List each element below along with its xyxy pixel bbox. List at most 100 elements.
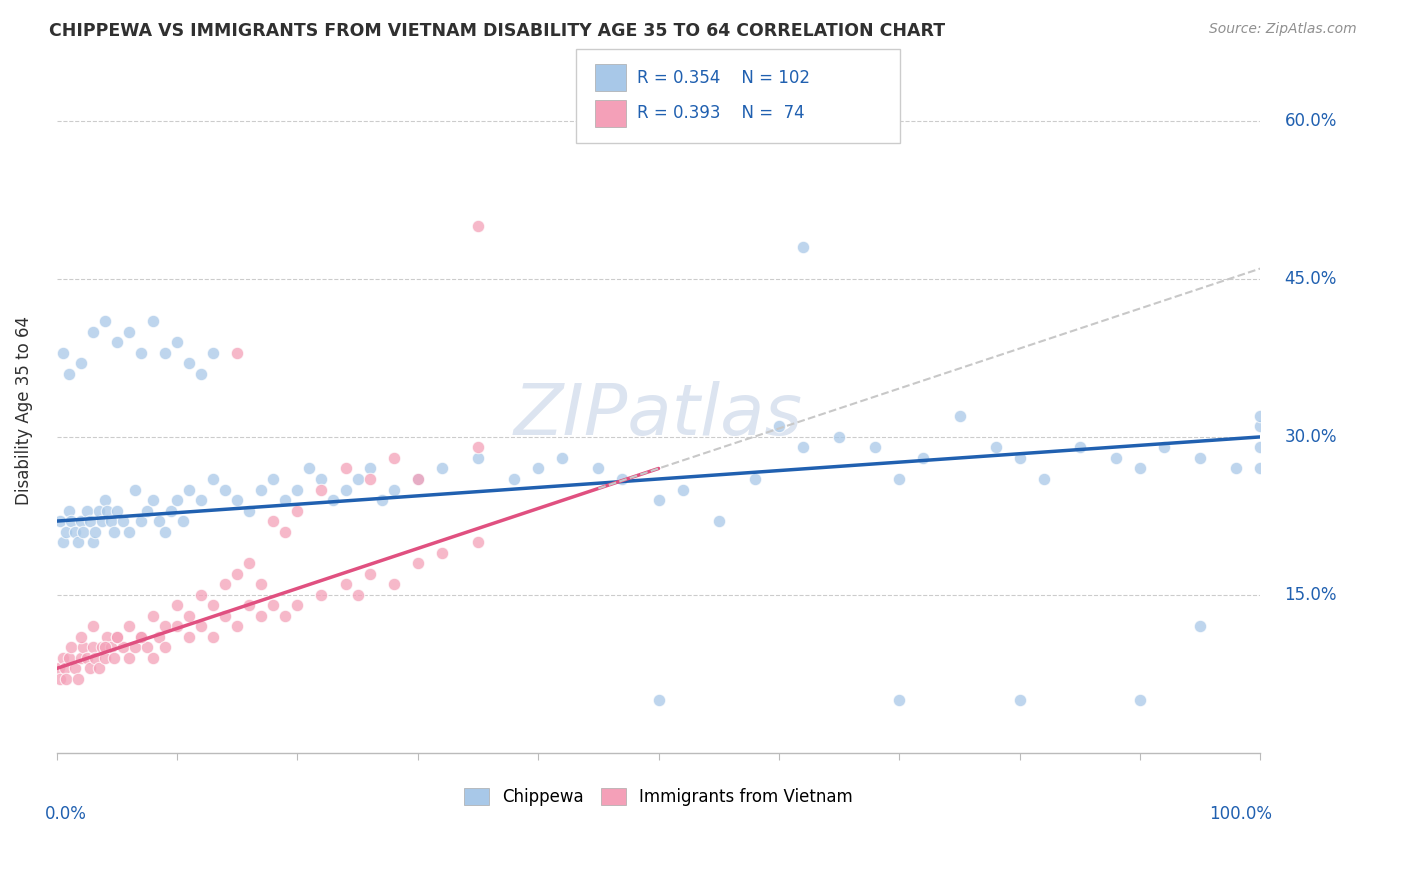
Point <box>1249 461 1271 475</box>
Point <box>82 640 104 655</box>
Point <box>91 640 114 655</box>
Point <box>370 493 392 508</box>
Point <box>129 514 152 528</box>
Point <box>346 472 368 486</box>
Point <box>105 630 128 644</box>
Point <box>148 630 170 644</box>
Point <box>91 514 114 528</box>
Point <box>49 514 72 528</box>
Point <box>153 524 176 539</box>
Point <box>118 325 141 339</box>
Point <box>647 493 669 508</box>
Point <box>55 524 77 539</box>
Point <box>111 514 134 528</box>
Point <box>262 472 284 486</box>
Point <box>190 588 212 602</box>
Point <box>55 672 77 686</box>
Point <box>202 630 225 644</box>
Point <box>142 651 165 665</box>
Point <box>984 441 1007 455</box>
Point <box>202 345 225 359</box>
Point <box>69 651 91 665</box>
Point <box>94 493 117 508</box>
Point <box>274 608 297 623</box>
Legend: Chippewa, Immigrants from Vietnam: Chippewa, Immigrants from Vietnam <box>457 781 859 813</box>
Point <box>94 651 117 665</box>
Point <box>1008 450 1031 465</box>
Point <box>889 693 911 707</box>
Point <box>202 599 225 613</box>
Point <box>707 514 730 528</box>
Text: 15.0%: 15.0% <box>1285 586 1337 604</box>
Point <box>166 619 188 633</box>
Point <box>262 514 284 528</box>
Point <box>177 608 200 623</box>
Point <box>346 588 368 602</box>
Point <box>214 577 236 591</box>
Point <box>1129 461 1152 475</box>
Point <box>48 661 70 675</box>
Point <box>148 514 170 528</box>
Text: R = 0.354    N = 102: R = 0.354 N = 102 <box>637 69 810 87</box>
Point <box>94 640 117 655</box>
Point <box>135 640 157 655</box>
Point <box>129 630 152 644</box>
Point <box>744 472 766 486</box>
Point <box>1032 472 1054 486</box>
Point <box>1069 441 1091 455</box>
Point <box>238 556 260 570</box>
Point <box>202 472 225 486</box>
Point <box>311 588 333 602</box>
Point <box>406 556 429 570</box>
Point <box>527 461 550 475</box>
Point <box>238 503 260 517</box>
Point <box>274 493 297 508</box>
Point <box>100 640 122 655</box>
Point <box>287 503 309 517</box>
Point <box>96 630 118 644</box>
Point <box>76 651 98 665</box>
Text: 45.0%: 45.0% <box>1285 270 1337 288</box>
Point <box>226 345 249 359</box>
Point <box>382 483 405 497</box>
Y-axis label: Disability Age 35 to 64: Disability Age 35 to 64 <box>15 316 32 505</box>
Point <box>96 503 118 517</box>
Point <box>58 503 80 517</box>
Point <box>63 661 86 675</box>
Point <box>672 483 695 497</box>
Point <box>63 524 86 539</box>
Point <box>84 651 107 665</box>
Point <box>262 599 284 613</box>
Point <box>828 430 851 444</box>
Point <box>406 472 429 486</box>
Point <box>359 472 381 486</box>
Text: ZIPatlas: ZIPatlas <box>515 382 803 450</box>
Point <box>551 450 574 465</box>
Point <box>82 619 104 633</box>
Point <box>67 672 90 686</box>
Text: R = 0.393    N =  74: R = 0.393 N = 74 <box>637 104 804 122</box>
Point <box>82 325 104 339</box>
Point <box>335 483 357 497</box>
Text: 30.0%: 30.0% <box>1285 428 1337 446</box>
Point <box>94 314 117 328</box>
Point <box>87 661 110 675</box>
Point <box>79 661 101 675</box>
Point <box>238 599 260 613</box>
Point <box>467 219 489 234</box>
Point <box>214 608 236 623</box>
Point <box>52 651 75 665</box>
Point <box>792 441 814 455</box>
Point <box>105 335 128 350</box>
Point <box>69 630 91 644</box>
Point <box>124 640 146 655</box>
Point <box>1153 441 1175 455</box>
Point <box>863 441 886 455</box>
Point <box>647 693 669 707</box>
Point <box>226 619 249 633</box>
Point <box>84 524 107 539</box>
Point <box>1249 441 1271 455</box>
Point <box>72 524 94 539</box>
Text: CHIPPEWA VS IMMIGRANTS FROM VIETNAM DISABILITY AGE 35 TO 64 CORRELATION CHART: CHIPPEWA VS IMMIGRANTS FROM VIETNAM DISA… <box>49 22 945 40</box>
Point <box>190 367 212 381</box>
